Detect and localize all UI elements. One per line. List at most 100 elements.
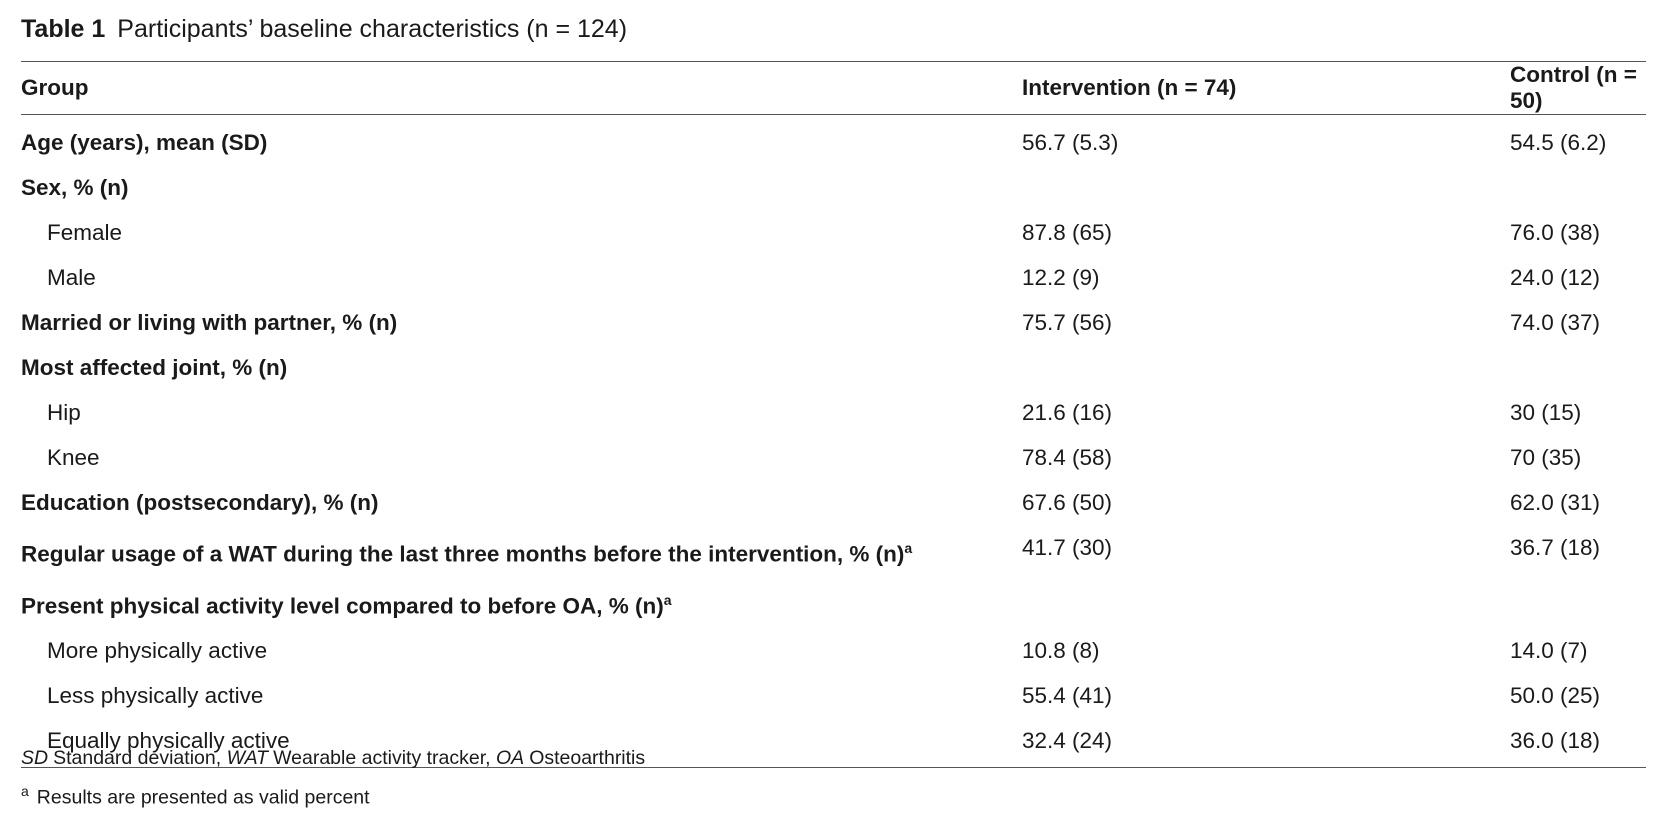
note-text: Results are presented as valid percent (36, 786, 370, 809)
row-label: Most affected joint, % (n) (21, 345, 1022, 390)
table: Group Intervention (n = 74) Control (n =… (21, 61, 1646, 768)
label-text: Education (postsecondary), % (n) (21, 490, 379, 515)
cell: 24.0 (12) (1510, 255, 1646, 300)
label-text: Female (47, 220, 123, 245)
table-row: Married or living with partner, % (n) 75.… (21, 300, 1646, 345)
cell: 75.7 (56) (1022, 300, 1510, 345)
row-label: Married or living with partner, % (n) (21, 300, 1022, 345)
table-row: Equally physically active 32.4 (24) 36.0 (… (21, 718, 1646, 768)
cell-text: 21.6 (16) (1022, 400, 1113, 425)
label-text: Age (years), mean (SD) (21, 130, 268, 155)
table-row: Less physically active 55.4 (41) 50.0 (25) (21, 673, 1646, 718)
column-header: Control (n = 50) (1510, 61, 1646, 115)
cell: 21.6 (16) (1022, 390, 1510, 435)
cell-text: 67.6 (50) (1022, 490, 1113, 515)
table-row: Regular usage of a WAT during the last t… (21, 525, 1646, 577)
row-label: Male (21, 255, 1022, 300)
table-label: Table 1 (21, 15, 106, 43)
row-label: Less physically active (21, 673, 1022, 718)
abbreviation-line: SD Standard deviation, WAT Wearable activi… (21, 747, 645, 770)
label-text: Equally physically active (47, 728, 290, 753)
cell: 62.0 (31) (1510, 480, 1646, 525)
title-text: Participants’ baseline characteristics (… (117, 15, 628, 43)
label-text: Male (47, 265, 96, 290)
cell-text: 75.7 (56) (1022, 310, 1113, 335)
cell: 55.4 (41) (1022, 673, 1510, 718)
label-text: Hip (47, 400, 81, 425)
table-title: Table 1 Participants’ baseline characteri… (21, 15, 627, 44)
cell-text: 36.0 (18) (1510, 728, 1601, 753)
abbreviation: OA Osteoarthritis (496, 747, 645, 769)
row-label: Education (postsecondary), % (n) (21, 480, 1022, 525)
cell: 56.7 (5.3) (1022, 115, 1510, 166)
abbr-text: Osteoarthritis (529, 747, 646, 769)
table-row: Sex, % (n) (21, 165, 1646, 210)
cell-text: 74.0 (37) (1510, 310, 1601, 335)
cell: 50.0 (25) (1510, 673, 1646, 718)
table-body: Age (years), mean (SD) 56.7 (5.3) 54.5 (6.… (21, 115, 1646, 768)
cell (1510, 577, 1646, 629)
label-text: Knee (47, 445, 100, 470)
row-label: Knee (21, 435, 1022, 480)
row-label: Regular usage of a WAT during the last t… (21, 525, 1022, 577)
cell: 70 (35) (1510, 435, 1646, 480)
abbr-text: Standard deviation, (53, 747, 222, 769)
table-row: Present physical activity level compared… (21, 577, 1646, 629)
footnotes: SD Standard deviation, WAT Wearable activi… (21, 747, 645, 823)
abbr: WAT (226, 747, 269, 769)
cell-text: 50.0 (25) (1510, 683, 1601, 708)
abbr: OA (496, 747, 525, 769)
cell: 36.7 (18) (1510, 525, 1646, 577)
table-row: Hip 21.6 (16) 30 (15) (21, 390, 1646, 435)
column-header: Group (21, 61, 1022, 115)
cell: 14.0 (7) (1510, 628, 1646, 673)
label-text: More physically active (47, 638, 268, 663)
cell: 36.0 (18) (1510, 718, 1646, 768)
cell-text: 14.0 (7) (1510, 638, 1588, 663)
footnote-mark: a (904, 540, 913, 556)
cell-text: 78.4 (58) (1022, 445, 1113, 470)
cell: 74.0 (37) (1510, 300, 1646, 345)
cell-text: 12.2 (9) (1022, 265, 1100, 290)
cell: 76.0 (38) (1510, 210, 1646, 255)
cell-text: 30 (15) (1510, 400, 1582, 425)
header-row: Group Intervention (n = 74) Control (n =… (21, 61, 1646, 115)
cell: 30 (15) (1510, 390, 1646, 435)
row-label: More physically active (21, 628, 1022, 673)
column-header: Intervention (n = 74) (1022, 61, 1510, 115)
cell-text: 41.7 (30) (1022, 535, 1113, 560)
abbr-text: Wearable activity tracker, (273, 747, 491, 769)
note-mark: a (21, 783, 29, 799)
table-row: Age (years), mean (SD) 56.7 (5.3) 54.5 (6.… (21, 115, 1646, 166)
row-label: Age (years), mean (SD) (21, 115, 1022, 166)
table-row: Most affected joint, % (n) (21, 345, 1646, 390)
cell: 12.2 (9) (1022, 255, 1510, 300)
abbreviation: WAT Wearable activity tracker, (227, 747, 496, 769)
label-text: Less physically active (47, 683, 264, 708)
label-text: Regular usage of a WAT during the last t… (21, 541, 905, 567)
cell-text: 32.4 (24) (1022, 728, 1113, 753)
cell: 87.8 (65) (1022, 210, 1510, 255)
cell-text: 24.0 (12) (1510, 265, 1601, 290)
footnote-mark: a (663, 591, 672, 608)
cell: 67.6 (50) (1022, 480, 1510, 525)
cell (1510, 345, 1646, 390)
cell (1022, 165, 1510, 210)
cell (1022, 577, 1510, 629)
cell-text: 10.8 (8) (1022, 638, 1100, 663)
cell-text: 62.0 (31) (1510, 490, 1601, 515)
cell (1510, 165, 1646, 210)
cell-text: 55.4 (41) (1022, 683, 1113, 708)
cell-text: 76.0 (38) (1510, 220, 1601, 245)
table-row: Female 87.8 (65) 76.0 (38) (21, 210, 1646, 255)
abbreviation: SD Standard deviation, (21, 747, 227, 769)
table-row: Male 12.2 (9) 24.0 (12) (21, 255, 1646, 300)
cell-text: 70 (35) (1510, 445, 1582, 470)
cell-text: 54.5 (6.2) (1510, 130, 1607, 155)
label-text: Sex, % (n) (21, 175, 129, 200)
cell: 54.5 (6.2) (1510, 115, 1646, 166)
row-label: Hip (21, 390, 1022, 435)
row-label: Present physical activity level compared… (21, 577, 1022, 629)
label-text: Most affected joint, % (n) (21, 355, 288, 380)
